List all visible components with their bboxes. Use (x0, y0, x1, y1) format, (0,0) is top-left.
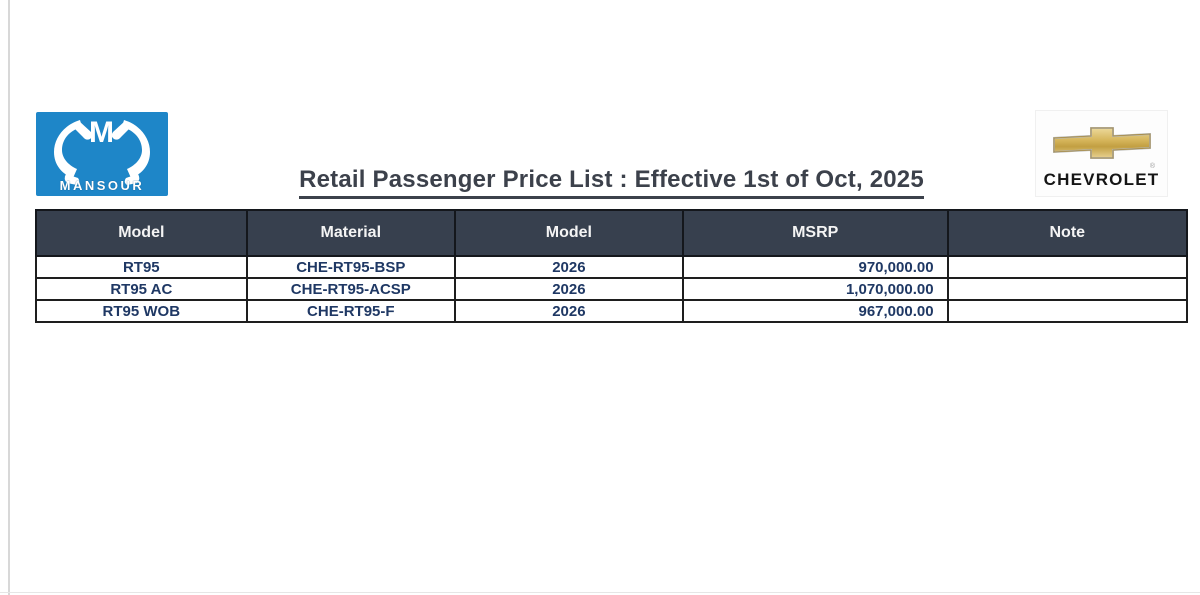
title-container: Retail Passenger Price List : Effective … (35, 166, 1188, 199)
table-row: RT95 CHE-RT95-BSP 2026 970,000.00 (35, 255, 1189, 279)
page-title: Retail Passenger Price List : Effective … (299, 166, 924, 199)
page-edge-left (8, 0, 10, 595)
cell-model-year: 2026 (453, 277, 684, 301)
cell-note (946, 277, 1189, 301)
cell-material: CHE-RT95-ACSP (245, 277, 456, 301)
column-header: Material (245, 209, 456, 257)
cell-model: RT95 AC (35, 277, 248, 301)
column-header: Model (453, 209, 684, 257)
cell-msrp: 1,070,000.00 (681, 277, 949, 301)
table-row: RT95 AC CHE-RT95-ACSP 2026 1,070,000.00 (35, 277, 1189, 301)
page-edge-bottom (0, 592, 1200, 593)
chevrolet-bowtie-icon (1053, 127, 1151, 159)
cell-note (946, 299, 1189, 323)
cell-model-year: 2026 (453, 255, 684, 279)
cell-model: RT95 WOB (35, 299, 248, 323)
mansour-letter-m: M (89, 116, 115, 149)
cell-note (946, 255, 1189, 279)
cell-material: CHE-RT95-BSP (245, 255, 456, 279)
cell-msrp: 970,000.00 (681, 255, 949, 279)
column-header: Note (946, 209, 1189, 257)
chevrolet-wordmark: CHEVROLET (1043, 170, 1160, 189)
cell-msrp: 967,000.00 (681, 299, 949, 323)
registered-trademark: ® (1149, 163, 1155, 170)
chevrolet-logo: ® CHEVROLET (1035, 110, 1168, 197)
cell-material: CHE-RT95-F (245, 299, 456, 323)
column-header: Model (35, 209, 248, 257)
table-header-row: Model Material Model MSRP Note (35, 209, 1189, 257)
mansour-hands-icon (54, 120, 150, 185)
table-row: RT95 WOB CHE-RT95-F 2026 967,000.00 (35, 299, 1189, 323)
cell-model: RT95 (35, 255, 248, 279)
price-table: Model Material Model MSRP Note RT95 CHE-RT95… (35, 209, 1189, 323)
mansour-logo: M MANSOUR (36, 112, 168, 196)
cell-model-year: 2026 (453, 299, 684, 323)
column-header: MSRP (681, 209, 949, 257)
mansour-wordmark: MANSOUR (59, 178, 145, 193)
